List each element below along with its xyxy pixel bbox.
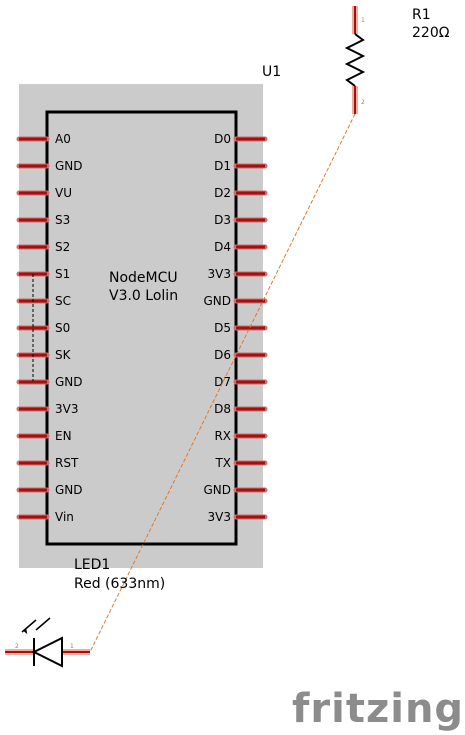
u1-ref-label: U1 [262, 64, 281, 80]
pin-label: GND [203, 483, 231, 497]
right-pin-10[interactable]: D8 [214, 402, 268, 416]
right-pin-1[interactable]: D1 [214, 159, 268, 173]
left-pin-13[interactable]: GND [16, 483, 83, 497]
pin-label: A0 [55, 132, 71, 146]
resistor-pin2-number: 2 [361, 99, 365, 106]
left-pin-0[interactable]: A0 [16, 132, 71, 146]
resistor-value-label: 220Ω [412, 25, 450, 41]
nodemcu-component[interactable]: U1 NodeMCU V3.0 Lolin A0 GND VU S3 S2 S1 SC S0 S… [16, 64, 281, 568]
led-pin1-number: 1 [70, 643, 74, 650]
right-pin-column: D0 D1 D2 D3 D4 3V3 GND D5 D6 D7 D8 RX TX GND 3V3 [203, 132, 268, 524]
resistor-zigzag [344, 33, 366, 87]
pin-label: GND [203, 294, 231, 308]
pin-label: 3V3 [208, 267, 231, 281]
right-pin-3[interactable]: D3 [214, 213, 268, 227]
fritzing-logo: fritzing [292, 686, 464, 732]
right-pin-9[interactable]: D7 [214, 375, 268, 389]
left-pin-3[interactable]: S3 [16, 213, 70, 227]
led-arrowhead-1 [23, 628, 28, 634]
pin-label: 3V3 [208, 510, 231, 524]
pin-label: 3V3 [55, 402, 78, 416]
pin-label: GND [55, 375, 83, 389]
pin-label: D6 [214, 348, 231, 362]
right-pin-8[interactable]: D6 [214, 348, 268, 362]
pin-label: D2 [214, 186, 231, 200]
pin-label: TX [214, 456, 231, 470]
left-pin-9[interactable]: GND [16, 375, 83, 389]
pin-label: SC [55, 294, 71, 308]
chip-name-line2: V3.0 Lolin [109, 288, 178, 304]
pin-label: D3 [214, 213, 231, 227]
pin-label: VU [55, 186, 72, 200]
right-pin-7[interactable]: D5 [214, 321, 268, 335]
pin-label: D0 [214, 132, 231, 146]
right-pin-0[interactable]: D0 [214, 132, 268, 146]
resistor-ref-label: R1 [412, 7, 431, 23]
resistor-r1[interactable]: 1 2 R1 220Ω [344, 6, 450, 114]
left-pin-4[interactable]: S2 [16, 240, 70, 254]
right-pin-6[interactable]: GND [203, 294, 268, 308]
pin-label: D1 [214, 159, 231, 173]
led-ref-label: LED1 [74, 557, 110, 573]
led-triangle [31, 636, 63, 668]
pin-label: D4 [214, 240, 231, 254]
pin-label: S3 [55, 213, 70, 227]
pin-label: D8 [214, 402, 231, 416]
left-pin-1[interactable]: GND [16, 159, 83, 173]
left-pin-7[interactable]: S0 [16, 321, 70, 335]
right-pin-4[interactable]: D4 [214, 240, 268, 254]
left-pin-11[interactable]: EN [16, 429, 72, 443]
pin-label: D7 [214, 375, 231, 389]
led-d1[interactable]: LED1 Red (633nm) 2 1 [5, 557, 165, 668]
pin-label: GND [55, 483, 83, 497]
wire-r1-to-led[interactable] [89, 113, 356, 653]
led-light-arrow-2 [35, 617, 51, 631]
left-pin-12[interactable]: RST [16, 456, 79, 470]
left-pin-14[interactable]: Vin [16, 510, 74, 524]
pin-label: RST [55, 456, 79, 470]
right-pin-5[interactable]: 3V3 [208, 267, 268, 281]
pin-label: EN [55, 429, 72, 443]
left-pin-2[interactable]: VU [16, 186, 72, 200]
board-background [19, 84, 263, 568]
pin-label: RX [214, 429, 231, 443]
left-pin-column: A0 GND VU S3 S2 S1 SC S0 SK GND 3V3 EN RST GND Vin [16, 132, 83, 524]
pin-label: D5 [214, 321, 231, 335]
pin-label: S0 [55, 321, 70, 335]
right-pin-13[interactable]: GND [203, 483, 268, 497]
right-pin-14[interactable]: 3V3 [208, 510, 268, 524]
resistor-pin1-number: 1 [361, 17, 365, 24]
pin-label: SK [55, 348, 72, 362]
chip-name-line1: NodeMCU [109, 270, 178, 286]
left-pin-8[interactable]: SK [16, 348, 72, 362]
pin-label: S1 [55, 267, 70, 281]
pin-label: S2 [55, 240, 70, 254]
right-pin-11[interactable]: RX [214, 429, 268, 443]
right-pin-12[interactable]: TX [214, 456, 268, 470]
led-pin2-number: 2 [15, 643, 19, 650]
pin-label: GND [55, 159, 83, 173]
left-pin-10[interactable]: 3V3 [16, 402, 78, 416]
right-pin-2[interactable]: D2 [214, 186, 268, 200]
led-value-label: Red (633nm) [74, 576, 165, 592]
pin-label: Vin [55, 510, 74, 524]
